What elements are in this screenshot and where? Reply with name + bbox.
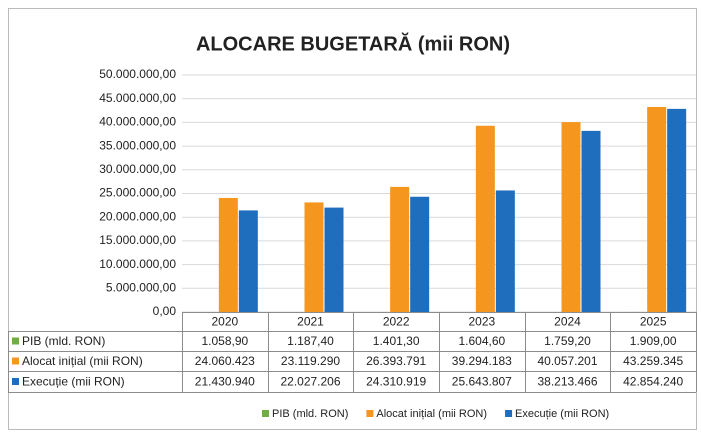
table-value: 24.310.919 — [366, 375, 426, 389]
chart-title: ALOCARE BUGETARĂ (mii RON) — [196, 32, 510, 55]
x-tick-label: 2025 — [640, 315, 667, 329]
x-tick-label: 2024 — [554, 315, 581, 329]
table-row-label: Execuție (mii RON) — [22, 375, 125, 389]
bar — [218, 197, 238, 312]
bar — [324, 207, 344, 312]
bar — [475, 125, 495, 312]
table-row-label: Alocat inițial (mii RON) — [22, 354, 143, 368]
y-tick-label: 35.000.000,00 — [99, 138, 176, 152]
table-value: 25.643.807 — [452, 375, 512, 389]
table-value: 26.393.791 — [366, 354, 426, 368]
table-value: 38.213.466 — [537, 375, 597, 389]
y-tick-label: 30.000.000,00 — [99, 162, 176, 176]
x-tick-label: 2020 — [211, 315, 238, 329]
table-value: 40.057.201 — [537, 354, 597, 368]
bar — [667, 108, 687, 312]
legend-label: PIB (mld. RON) — [272, 408, 348, 420]
table-value: 1.058,90 — [201, 334, 248, 348]
y-tick-label: 5.000.000,00 — [106, 280, 176, 294]
table-value: 43.259.345 — [623, 354, 683, 368]
y-tick-label: 45.000.000,00 — [99, 91, 176, 105]
y-tick-label: 15.000.000,00 — [99, 233, 176, 247]
table-legend-key — [12, 337, 19, 345]
bar — [581, 130, 601, 312]
legend-label: Execuție (mii RON) — [515, 408, 609, 420]
table-value: 42.854.240 — [623, 375, 683, 389]
table-value: 39.294.183 — [452, 354, 512, 368]
bar — [390, 186, 410, 312]
y-tick-label: 25.000.000,00 — [99, 186, 176, 200]
x-tick-label: 2022 — [383, 315, 410, 329]
y-tick-label: 20.000.000,00 — [99, 209, 176, 223]
bar — [410, 196, 430, 312]
table-value: 1.187,40 — [287, 334, 334, 348]
table-row-label: PIB (mld. RON) — [22, 334, 105, 348]
bar — [561, 122, 581, 312]
x-tick-label: 2023 — [468, 315, 495, 329]
y-tick-label: 50.000.000,00 — [99, 67, 176, 81]
bar — [495, 190, 515, 312]
legend-key — [505, 410, 513, 417]
table-value: 21.430.940 — [195, 375, 255, 389]
table-value: 23.119.290 — [281, 354, 340, 368]
table-legend-key — [12, 357, 19, 365]
table-value: 1.759,20 — [544, 334, 591, 348]
table-legend-key — [12, 378, 19, 385]
y-tick-label: 0,00 — [153, 304, 177, 318]
legend-label: Alocat inițial (mii RON) — [376, 408, 487, 420]
table-value: 24.060.423 — [195, 354, 255, 368]
bar — [647, 106, 667, 312]
y-tick-label: 10.000.000,00 — [99, 257, 176, 271]
table-value: 1.909,00 — [630, 334, 677, 348]
bar — [238, 210, 258, 312]
legend-key — [262, 410, 269, 417]
table-value: 1.401,30 — [373, 334, 420, 348]
table-value: 1.604,60 — [458, 334, 505, 348]
x-tick-label: 2021 — [297, 315, 324, 329]
bar — [304, 202, 324, 312]
table-value: 22.027.206 — [280, 375, 340, 389]
y-tick-label: 40.000.000,00 — [99, 115, 176, 129]
legend-key — [366, 410, 374, 417]
